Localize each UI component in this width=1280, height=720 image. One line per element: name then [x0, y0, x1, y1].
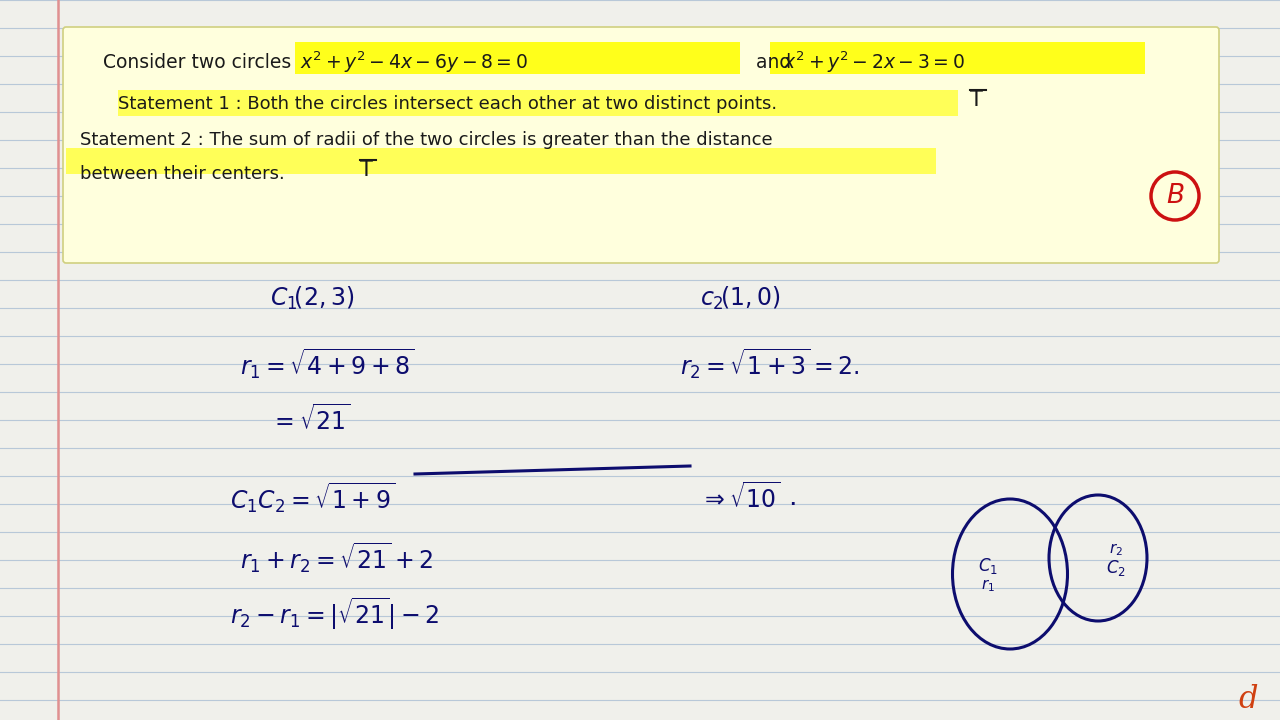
Text: Statement 2 : The sum of radii of the two circles is greater than the distance: Statement 2 : The sum of radii of the tw… — [79, 131, 773, 149]
Text: between their centers.: between their centers. — [79, 165, 284, 183]
Text: $r_2 - r_1 = |\sqrt{21}| - 2$: $r_2 - r_1 = |\sqrt{21}| - 2$ — [230, 595, 439, 632]
Text: Statement 1 : Both the circles intersect each other at two distinct points.: Statement 1 : Both the circles intersect… — [118, 95, 777, 113]
Text: $x^2 + y^2 - 2x - 3 = 0$: $x^2 + y^2 - 2x - 3 = 0$ — [783, 49, 965, 75]
Text: and: and — [750, 53, 797, 71]
Bar — [294, 42, 740, 74]
Bar — [67, 148, 936, 174]
Text: Consider two circles: Consider two circles — [102, 53, 297, 71]
Text: T: T — [970, 90, 983, 110]
Text: B: B — [1166, 183, 1184, 209]
Text: $C_1\!\left(2,3\right)$: $C_1\!\left(2,3\right)$ — [270, 284, 355, 312]
Text: $r_2 = \sqrt{1+3} = 2.$: $r_2 = \sqrt{1+3} = 2.$ — [680, 347, 860, 382]
Text: d: d — [1238, 685, 1258, 716]
Text: $C_2$: $C_2$ — [1106, 558, 1126, 578]
Text: $C_1C_2 = \sqrt{1+9}$: $C_1C_2 = \sqrt{1+9}$ — [230, 481, 396, 516]
Text: $r_1$: $r_1$ — [980, 577, 995, 594]
Bar — [771, 42, 1146, 74]
Text: $r_1 + r_2 = \sqrt{21} + 2$: $r_1 + r_2 = \sqrt{21} + 2$ — [241, 541, 433, 575]
Text: $= \sqrt{21}$: $= \sqrt{21}$ — [270, 405, 351, 436]
Text: .: . — [788, 485, 796, 511]
Text: $r_1 = \sqrt{4+9+8}$: $r_1 = \sqrt{4+9+8}$ — [241, 347, 415, 382]
Bar — [118, 90, 957, 116]
Text: $C_1$: $C_1$ — [978, 556, 998, 576]
Text: T: T — [360, 160, 372, 180]
FancyBboxPatch shape — [63, 27, 1219, 263]
Text: $x^2 + y^2 - 4x - 6y - 8 = 0$: $x^2 + y^2 - 4x - 6y - 8 = 0$ — [300, 49, 527, 75]
Text: $r_2$: $r_2$ — [1108, 541, 1123, 558]
Text: $c_2\!\left(1,0\right)$: $c_2\!\left(1,0\right)$ — [700, 284, 781, 312]
Text: $\Rightarrow \sqrt{10}$: $\Rightarrow \sqrt{10}$ — [700, 482, 781, 513]
